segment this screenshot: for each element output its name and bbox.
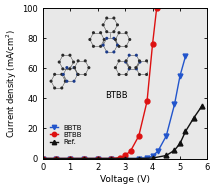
BTBB bbox=[129, 150, 132, 152]
Ref. bbox=[69, 157, 71, 160]
BTBB bbox=[96, 157, 99, 160]
Line: Ref.: Ref. bbox=[40, 104, 204, 161]
Ref. bbox=[110, 157, 113, 160]
Ref. bbox=[124, 157, 126, 160]
BBTB bbox=[184, 55, 187, 57]
X-axis label: Voltage (V): Voltage (V) bbox=[100, 175, 150, 184]
BBTB bbox=[110, 157, 113, 160]
BBTB bbox=[179, 75, 181, 77]
BTBB bbox=[146, 100, 148, 103]
Ref. bbox=[201, 105, 203, 107]
BBTB bbox=[55, 157, 58, 160]
BTBB bbox=[55, 157, 58, 160]
BBTB bbox=[165, 135, 167, 137]
Ref. bbox=[173, 149, 176, 151]
BBTB bbox=[151, 155, 154, 157]
BBTB bbox=[96, 157, 99, 160]
BBTB bbox=[124, 157, 126, 160]
BBTB bbox=[173, 103, 176, 106]
BBTB bbox=[138, 157, 140, 160]
Ref. bbox=[83, 157, 85, 160]
BTBB bbox=[124, 154, 126, 157]
BTBB bbox=[155, 7, 158, 9]
Line: BTBB: BTBB bbox=[40, 6, 159, 161]
Ref. bbox=[165, 154, 167, 157]
BTBB bbox=[118, 157, 121, 159]
BBTB bbox=[69, 157, 71, 160]
BBTB bbox=[157, 150, 159, 152]
BTBB bbox=[151, 43, 154, 46]
BTBB bbox=[138, 135, 140, 137]
Ref. bbox=[41, 157, 44, 160]
Legend: BBTB, BTBB, Ref.: BBTB, BTBB, Ref. bbox=[48, 122, 84, 148]
BTBB bbox=[41, 157, 44, 160]
BBTB bbox=[41, 157, 44, 160]
Ref. bbox=[184, 130, 187, 133]
Ref. bbox=[138, 157, 140, 160]
Line: BBTB: BBTB bbox=[40, 54, 188, 161]
BTBB bbox=[110, 157, 113, 160]
Ref. bbox=[192, 117, 195, 119]
Ref. bbox=[55, 157, 58, 160]
BTBB bbox=[83, 157, 85, 160]
Ref. bbox=[96, 157, 99, 160]
Ref. bbox=[179, 142, 181, 145]
Y-axis label: Current density (mA/cm$^2$): Current density (mA/cm$^2$) bbox=[5, 29, 19, 138]
Text: BTBB: BTBB bbox=[106, 91, 128, 100]
BBTB bbox=[146, 157, 148, 159]
BTBB bbox=[69, 157, 71, 160]
BBTB bbox=[83, 157, 85, 160]
Ref. bbox=[151, 157, 154, 159]
